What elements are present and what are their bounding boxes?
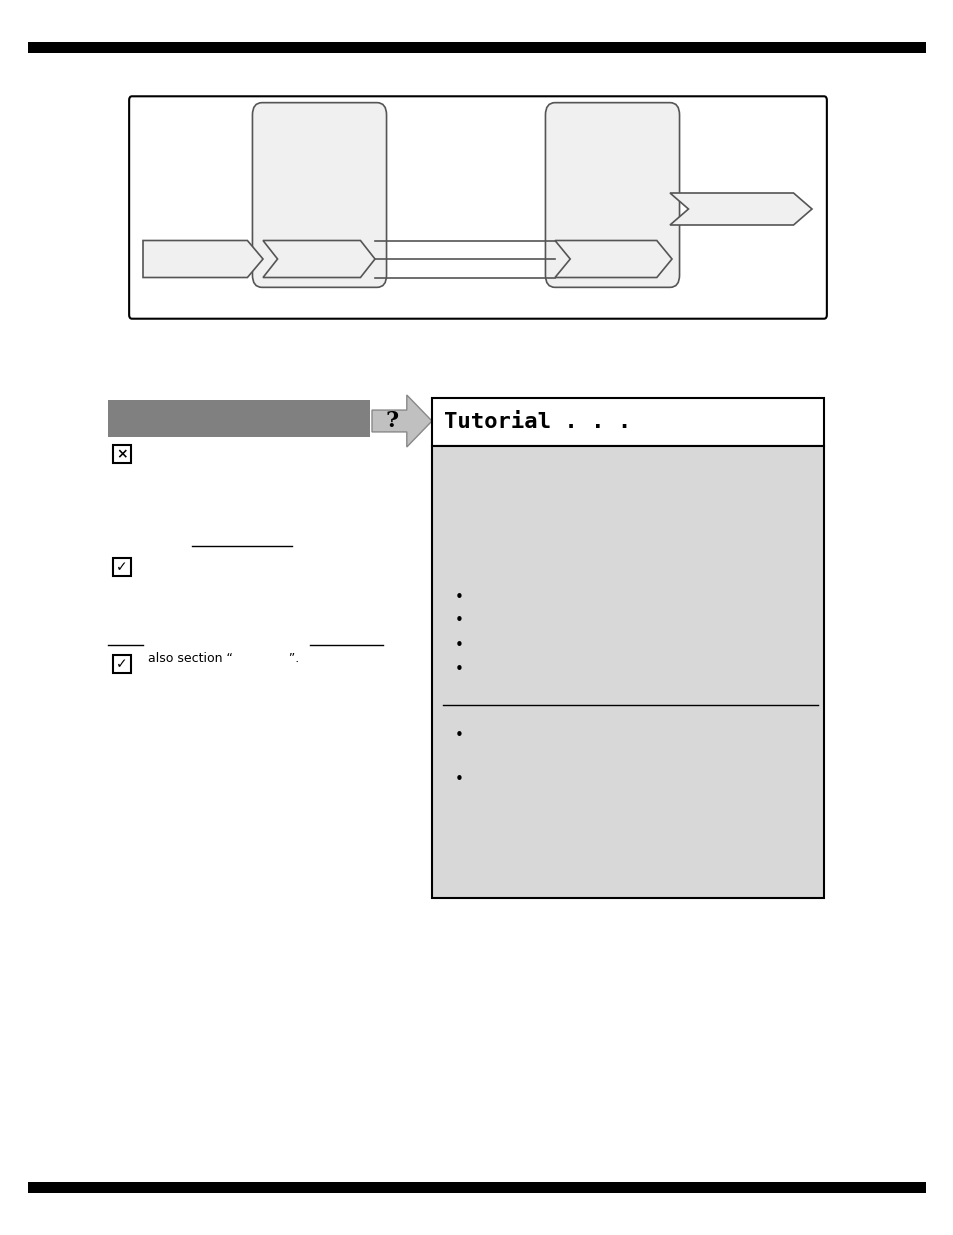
Bar	[112, 445, 131, 463]
FancyBboxPatch shape	[129, 96, 826, 319]
Text: also section “              ”.: also section “ ”.	[148, 652, 299, 664]
Text: ✓: ✓	[116, 657, 128, 671]
Text: •: •	[455, 637, 463, 652]
Bar	[432, 398, 823, 446]
Bar	[28, 1182, 925, 1193]
Bar	[432, 446, 823, 898]
Text: •: •	[455, 662, 463, 677]
Text: •: •	[455, 614, 463, 629]
Bar	[28, 42, 925, 53]
FancyBboxPatch shape	[545, 103, 679, 288]
Text: •: •	[455, 589, 463, 604]
Bar	[112, 655, 131, 673]
Polygon shape	[555, 241, 671, 278]
Text: •: •	[455, 727, 463, 742]
FancyBboxPatch shape	[253, 103, 386, 288]
Text: ⨯: ⨯	[116, 447, 128, 461]
Bar	[112, 558, 131, 576]
Polygon shape	[143, 241, 263, 278]
Bar	[108, 400, 370, 437]
Text: Tutorial . . .: Tutorial . . .	[443, 412, 631, 432]
Text: •: •	[455, 773, 463, 788]
Polygon shape	[669, 193, 811, 225]
Polygon shape	[263, 241, 375, 278]
Text: ✓: ✓	[116, 559, 128, 574]
Polygon shape	[372, 395, 432, 447]
Text: ?: ?	[385, 410, 398, 432]
